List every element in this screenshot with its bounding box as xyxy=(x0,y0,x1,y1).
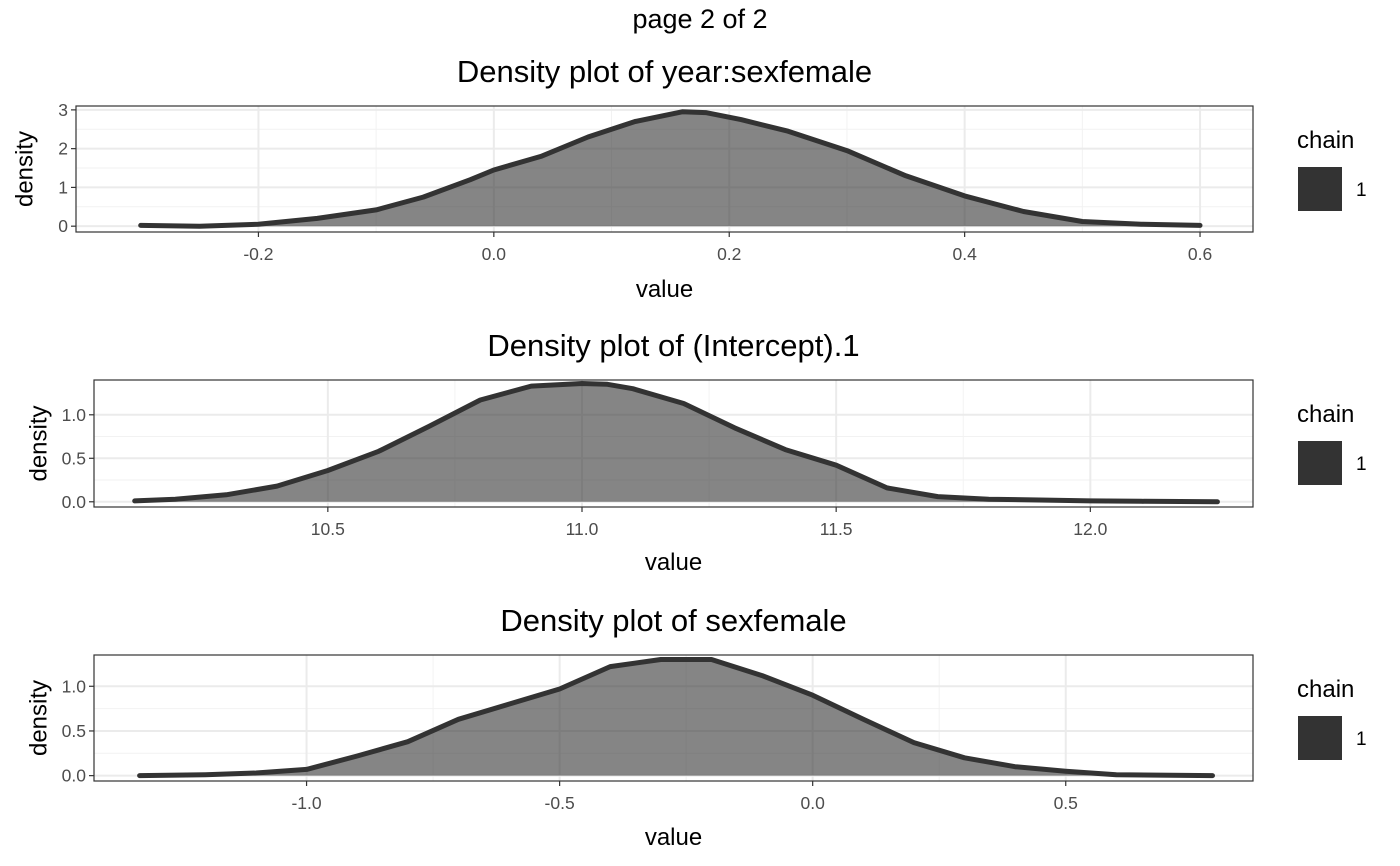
y-tick-label: 0 xyxy=(58,216,68,236)
x-tick-label: 0.0 xyxy=(482,244,507,264)
legend-title: chain xyxy=(1297,401,1354,428)
y-tick-label: 2 xyxy=(58,139,68,159)
y-axis-title: density xyxy=(11,131,38,207)
legend-title: chain xyxy=(1297,127,1354,154)
y-axis-title: density xyxy=(25,405,52,481)
y-axis-title: density xyxy=(25,680,52,756)
chart-title: Density plot of year:sexfemale xyxy=(457,54,872,89)
x-tick-label: 12.0 xyxy=(1073,519,1107,539)
chart-panel-2: 10.5 11.0 11.5 12.0 0.0 0.5 1.0 Density plot of… xyxy=(25,328,1366,576)
x-axis-title: value xyxy=(645,824,702,851)
density-line xyxy=(138,109,1203,229)
x-tick-label: 10.5 xyxy=(311,519,345,539)
y-tick-label: 1 xyxy=(58,177,68,197)
x-tick-label: 11.5 xyxy=(820,519,853,539)
x-tick-label: 0.5 xyxy=(1054,793,1078,813)
panel-border xyxy=(93,379,1254,508)
y-tick-label: 0.5 xyxy=(62,448,86,468)
density-line xyxy=(132,381,1220,505)
density-area xyxy=(139,659,1213,776)
x-tick-label: -1.0 xyxy=(291,793,321,813)
y-tick-label: 3 xyxy=(58,100,68,120)
density-line xyxy=(137,657,1215,779)
density-area xyxy=(140,111,1201,227)
chart-panel-1: -0.2 0.0 0.2 0.4 0.6 0 1 2 3 Density plot of year… xyxy=(11,54,1366,303)
x-tick-label: 0.0 xyxy=(801,793,826,813)
chart-panel-3: -1.0 -0.5 0.0 0.5 0.0 0.5 1.0 Density plot of s… xyxy=(25,603,1366,851)
legend-label: 1 xyxy=(1356,180,1367,201)
x-tick-label: -0.5 xyxy=(545,793,575,813)
legend-label: 1 xyxy=(1356,454,1367,475)
chart-title: Density plot of sexfemale xyxy=(500,603,846,638)
y-tick-label: 1.0 xyxy=(62,676,87,696)
legend-label: 1 xyxy=(1356,729,1367,750)
x-tick-label: 0.6 xyxy=(1188,244,1212,264)
y-tick-label: 0.5 xyxy=(62,721,86,741)
legend-key-swatch xyxy=(1298,716,1342,760)
legend-key-swatch xyxy=(1298,441,1342,485)
legend-title: chain xyxy=(1297,676,1354,703)
y-tick-label: 1.0 xyxy=(62,405,87,425)
x-tick-label: 0.2 xyxy=(717,244,741,264)
panel-border xyxy=(93,654,1254,782)
x-tick-label: 0.4 xyxy=(952,244,977,264)
x-tick-label: -0.2 xyxy=(243,244,273,264)
chart-title: Density plot of (Intercept).1 xyxy=(487,328,859,363)
y-tick-label: 0.0 xyxy=(62,766,87,786)
legend-key-swatch xyxy=(1298,167,1342,211)
x-axis-title: value xyxy=(645,549,702,576)
page-title: page 2 of 2 xyxy=(632,4,768,34)
x-axis-title: value xyxy=(636,276,693,303)
x-tick-label: 11.0 xyxy=(566,519,599,539)
density-area xyxy=(134,383,1218,502)
panel-border xyxy=(75,105,1254,233)
y-tick-label: 0.0 xyxy=(62,492,87,512)
